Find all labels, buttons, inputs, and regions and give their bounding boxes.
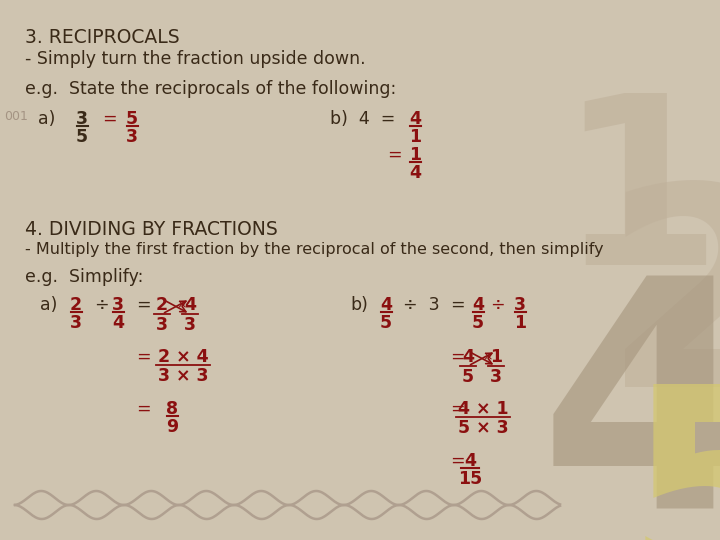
Text: 3 × 3: 3 × 3 [158,367,209,385]
Text: 5: 5 [624,375,720,540]
Text: 3: 3 [490,368,502,386]
Text: 1: 1 [409,128,421,146]
Text: 5: 5 [76,128,88,146]
Text: =: = [136,348,150,366]
Text: - Multiply the first fraction by the reciprocal of the second, then simplify: - Multiply the first fraction by the rec… [25,242,603,257]
Text: 4: 4 [472,296,484,314]
Text: 2: 2 [70,296,82,314]
Text: 3: 3 [184,316,196,334]
Text: a): a) [38,110,55,128]
Text: b): b) [350,296,368,314]
Text: 3: 3 [112,296,124,314]
Text: 2: 2 [156,296,168,314]
Text: =: = [136,400,150,418]
Text: ×: × [482,350,492,363]
Text: =: = [450,348,464,366]
Text: a): a) [40,296,58,314]
Text: =: = [136,296,150,314]
Text: =: = [387,146,402,164]
Text: ÷  3: ÷ 3 [403,296,440,314]
Text: 3. RECIPROCALS: 3. RECIPROCALS [25,28,179,47]
Text: =: = [450,296,464,314]
Text: 3: 3 [70,314,82,332]
Text: 1: 1 [490,348,502,366]
Text: 1: 1 [409,146,421,164]
Text: 9: 9 [166,418,178,436]
Text: 4: 4 [462,348,474,366]
Text: =: = [450,452,464,470]
Text: 15: 15 [458,470,482,488]
Text: =: = [102,110,117,128]
Text: 3: 3 [126,128,138,146]
Text: ÷: ÷ [94,296,109,314]
Text: 4: 4 [409,164,421,182]
Text: - Simply turn the fraction upside down.: - Simply turn the fraction upside down. [25,50,366,68]
Text: e.g.  State the reciprocals of the following:: e.g. State the reciprocals of the follow… [25,80,396,98]
Text: 2 × 4: 2 × 4 [158,348,209,366]
Text: 4: 4 [409,110,421,128]
Text: 5: 5 [462,368,474,386]
Text: 5 × 3: 5 × 3 [458,419,508,437]
Text: 5: 5 [380,314,392,332]
Text: 4: 4 [184,296,196,314]
Text: 3: 3 [76,110,88,128]
Text: 4. DIVIDING BY FRACTIONS: 4. DIVIDING BY FRACTIONS [25,220,278,239]
Text: 2: 2 [603,175,720,445]
Text: 1: 1 [514,314,526,332]
Text: 4 × 1: 4 × 1 [458,400,508,418]
Text: 5: 5 [126,110,138,128]
Text: 001: 001 [4,110,28,123]
Text: 3: 3 [156,316,168,334]
Text: b)  4  =: b) 4 = [330,110,395,128]
Text: e.g.  Simplify:: e.g. Simplify: [25,268,143,286]
Text: 4: 4 [464,452,476,470]
Text: ÷: ÷ [490,296,505,314]
Text: 4: 4 [112,314,124,332]
Text: ×: × [176,298,186,311]
Text: 1: 1 [558,86,720,314]
Text: 4: 4 [380,296,392,314]
Text: 3: 3 [514,296,526,314]
Text: =: = [450,400,464,418]
Text: 5: 5 [472,314,484,332]
Text: 4: 4 [539,266,720,540]
Text: 8: 8 [166,400,178,418]
